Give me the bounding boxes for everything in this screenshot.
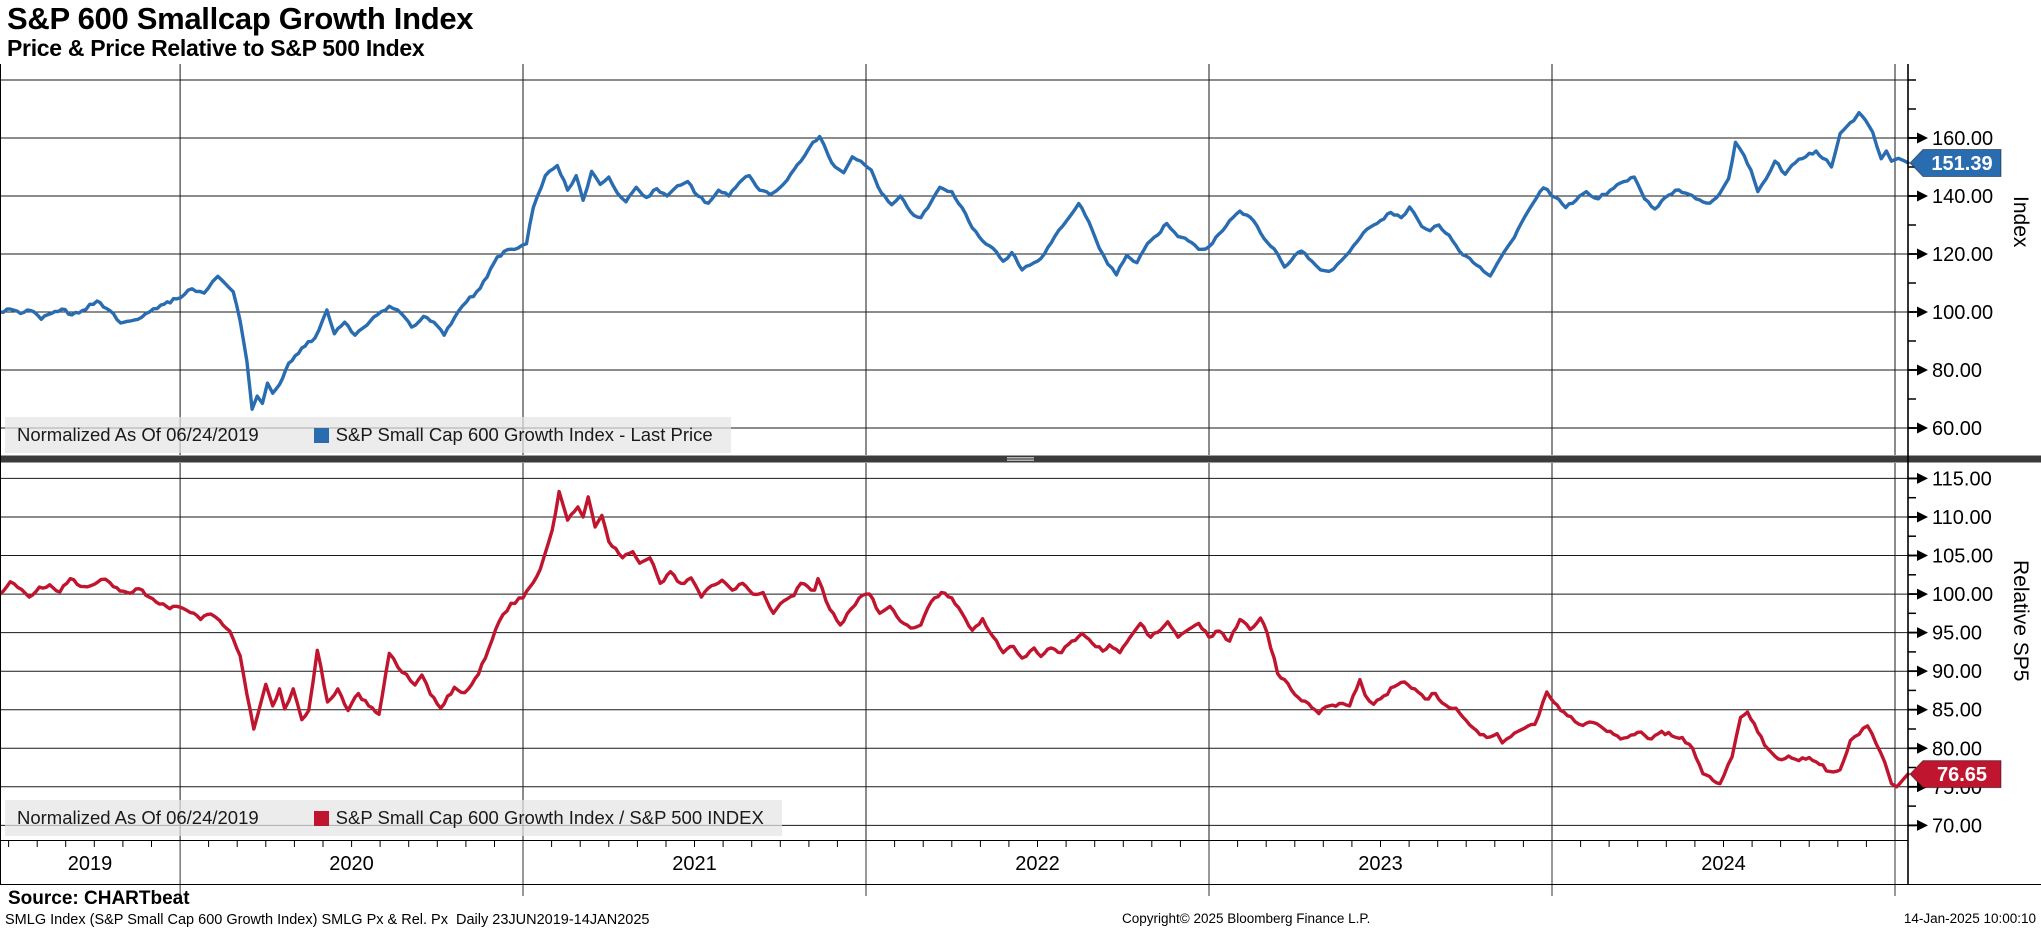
chart-description: SMLG Index (S&P Small Cap 600 Growth Ind…	[5, 912, 650, 928]
legend-price[interactable]: Normalized As Of 06/24/2019 S&P Small Ca…	[5, 417, 731, 453]
relative-line	[0, 489, 1910, 789]
x-year-label: 2019	[68, 853, 113, 875]
price-series-swatch	[313, 427, 329, 443]
tick-arrow-icon	[1917, 422, 1928, 434]
y-tick-label: 60.00	[1932, 418, 1982, 440]
normalized-note: Normalized As Of 06/24/2019	[17, 807, 259, 828]
tick-arrow-icon	[1917, 364, 1928, 376]
tick-arrow-icon	[1917, 306, 1928, 318]
tick-arrow-icon	[1917, 819, 1928, 831]
tick-arrow-icon	[1917, 511, 1928, 523]
x-year-label: 2022	[1015, 853, 1060, 875]
y-tick-label: 90.00	[1932, 661, 1982, 683]
timestamp: 14-Jan-2025 10:00:10	[1903, 911, 2036, 926]
relative-series-label: S&P Small Cap 600 Growth Index / S&P 500…	[335, 807, 764, 828]
badge-value: 76.65	[1937, 764, 1987, 786]
axis-labels: 60.00 80.00 100.00 120.00 140.00 160.00 70.00 7…	[68, 128, 1993, 875]
series-lines	[0, 111, 1910, 789]
price-series-label: S&P Small Cap 600 Growth Index - Last Pr…	[335, 424, 713, 445]
normalized-note: Normalized As Of 06/24/2019	[17, 424, 259, 445]
y-tick-label: 70.00	[1932, 815, 1982, 837]
badge-value: 151.39	[1931, 153, 1992, 175]
panel-divider-grip[interactable]	[1007, 456, 1034, 462]
tick-arrow-icon	[1917, 704, 1928, 716]
source-label: Source: CHARTbeat	[8, 888, 190, 909]
x-year-label: 2021	[672, 853, 717, 875]
y-tick-label: 110.00	[1932, 507, 1992, 529]
price-panel[interactable]	[0, 64, 1908, 455]
x-year-label: 2020	[329, 853, 374, 875]
gridlines	[0, 64, 1908, 840]
y-tick-label: 140.00	[1932, 186, 1993, 208]
legend-relative[interactable]: Normalized As Of 06/24/2019 S&P Small Ca…	[5, 800, 782, 836]
tick-arrow-icon	[1917, 132, 1928, 144]
relative-panel[interactable]	[0, 463, 1908, 840]
page-subtitle: Price & Price Relative to S&P 500 Index	[7, 35, 425, 61]
tick-arrow-icon	[1917, 588, 1928, 600]
tick-arrow-icon	[1917, 550, 1928, 562]
relative-last-badge: 76.65	[1909, 760, 2002, 789]
tick-arrow-icon	[1917, 248, 1928, 260]
price-last-badge: 151.39	[1909, 148, 2002, 177]
y-tick-label: 120.00	[1932, 244, 1993, 266]
y-tick-label: 85.00	[1932, 700, 1982, 722]
tick-arrow-icon	[1917, 665, 1928, 677]
y-tick-label: 100.00	[1932, 584, 1993, 606]
copyright-text: Copyright© 2025 Bloomberg Finance L.P.	[1122, 911, 1371, 926]
relative-series-swatch	[313, 810, 329, 826]
y-tick-label: 105.00	[1932, 546, 1993, 568]
y-axis-title-index: Index	[2009, 196, 2032, 248]
tick-arrow-icon	[1917, 742, 1928, 754]
y-tick-label: 95.00	[1932, 623, 1982, 645]
x-year-label: 2024	[1701, 853, 1746, 875]
y-tick-label: 115.00	[1932, 468, 1992, 490]
last-price-badges: 151.39 76.65	[1909, 148, 2002, 789]
y-tick-label: 160.00	[1932, 128, 1993, 150]
y-tick-label: 80.00	[1932, 360, 1982, 382]
tick-arrow-icon	[1917, 190, 1928, 202]
page-title: S&P 600 Smallcap Growth Index	[7, 1, 474, 36]
tick-arrow-icon	[1917, 472, 1928, 484]
price-line	[0, 111, 1910, 411]
tick-arrow-icon	[1917, 627, 1928, 639]
y-tick-label: 100.00	[1932, 302, 1993, 324]
y-axis-title-relative: Relative SP5	[2009, 560, 2032, 682]
x-year-label: 2023	[1358, 853, 1403, 875]
y-tick-label: 80.00	[1932, 738, 1982, 760]
